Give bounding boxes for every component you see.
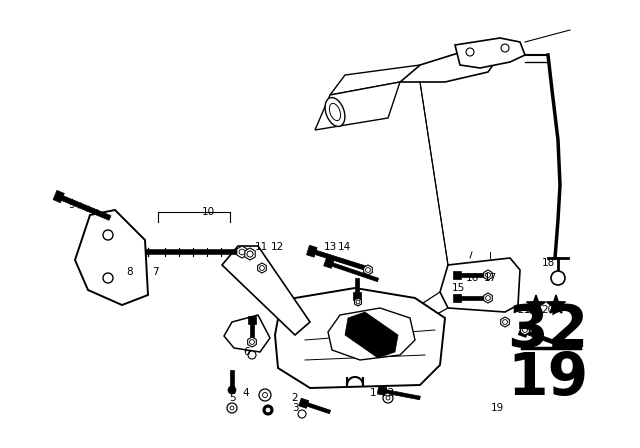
Polygon shape (53, 190, 64, 202)
Polygon shape (527, 331, 571, 350)
Polygon shape (222, 246, 310, 335)
Polygon shape (547, 295, 566, 313)
Polygon shape (385, 390, 420, 400)
Text: 16: 16 (465, 273, 479, 283)
Polygon shape (230, 370, 234, 386)
Circle shape (247, 251, 253, 257)
Text: 3: 3 (292, 403, 298, 413)
Polygon shape (275, 288, 445, 388)
Polygon shape (315, 250, 365, 270)
Text: 32: 32 (508, 302, 589, 358)
Polygon shape (461, 296, 485, 300)
Text: 4: 4 (243, 388, 250, 398)
Circle shape (365, 267, 371, 272)
Polygon shape (455, 38, 525, 68)
Polygon shape (484, 293, 492, 303)
Circle shape (551, 271, 565, 285)
Polygon shape (224, 315, 270, 352)
Text: 1: 1 (370, 388, 376, 398)
Text: 9: 9 (68, 200, 76, 210)
Ellipse shape (330, 103, 340, 121)
Polygon shape (245, 248, 255, 260)
Polygon shape (61, 196, 111, 220)
Circle shape (230, 406, 234, 410)
Text: 14: 14 (337, 242, 351, 252)
Text: 11: 11 (254, 242, 268, 252)
Polygon shape (440, 258, 520, 312)
Circle shape (247, 251, 253, 257)
Polygon shape (461, 273, 485, 277)
Polygon shape (377, 386, 387, 396)
Polygon shape (315, 82, 400, 130)
Text: 20: 20 (541, 305, 555, 315)
Text: 17: 17 (483, 273, 497, 283)
Circle shape (259, 389, 271, 401)
Circle shape (103, 273, 113, 283)
Text: 19: 19 (490, 403, 504, 413)
Polygon shape (299, 398, 309, 408)
Text: 19: 19 (508, 349, 589, 406)
Circle shape (262, 392, 268, 397)
Text: 12: 12 (270, 242, 284, 252)
Text: 15: 15 (451, 283, 465, 293)
Polygon shape (364, 265, 372, 275)
Polygon shape (484, 270, 492, 280)
Circle shape (263, 405, 273, 415)
Circle shape (103, 230, 113, 240)
Circle shape (486, 296, 490, 301)
Polygon shape (307, 245, 317, 257)
Polygon shape (75, 210, 148, 305)
Polygon shape (521, 325, 529, 335)
Text: 21: 21 (517, 305, 531, 315)
Circle shape (383, 393, 393, 403)
Circle shape (486, 272, 490, 277)
Polygon shape (324, 258, 334, 268)
Circle shape (501, 44, 509, 52)
Circle shape (466, 48, 474, 56)
Text: 6: 6 (244, 347, 250, 357)
Polygon shape (453, 271, 461, 279)
Circle shape (298, 410, 306, 418)
Polygon shape (345, 312, 398, 358)
Polygon shape (355, 278, 359, 292)
Circle shape (239, 249, 245, 255)
Polygon shape (527, 295, 545, 313)
Polygon shape (248, 337, 257, 347)
Circle shape (260, 266, 264, 271)
Polygon shape (453, 294, 461, 302)
Text: 2: 2 (292, 393, 298, 403)
Circle shape (386, 396, 390, 400)
Circle shape (228, 386, 236, 394)
Text: 8: 8 (127, 267, 133, 277)
Text: 18: 18 (541, 258, 555, 268)
Polygon shape (250, 324, 254, 342)
Polygon shape (400, 50, 500, 82)
Text: 10: 10 (202, 207, 214, 217)
Circle shape (502, 319, 508, 324)
Polygon shape (332, 263, 379, 282)
Polygon shape (355, 298, 362, 306)
Text: 7: 7 (152, 267, 158, 277)
Polygon shape (500, 317, 509, 327)
Circle shape (356, 300, 360, 304)
Circle shape (523, 327, 527, 332)
Text: 13: 13 (323, 242, 337, 252)
Polygon shape (307, 403, 331, 414)
Polygon shape (237, 246, 247, 258)
Circle shape (227, 403, 237, 413)
Circle shape (250, 340, 255, 345)
Polygon shape (258, 263, 266, 273)
Polygon shape (248, 316, 256, 324)
Polygon shape (353, 292, 361, 300)
Circle shape (248, 351, 256, 359)
Text: 5: 5 (230, 393, 236, 403)
Polygon shape (518, 325, 529, 337)
Polygon shape (328, 308, 415, 360)
Ellipse shape (325, 98, 345, 126)
Polygon shape (330, 65, 420, 95)
Circle shape (266, 408, 270, 412)
Text: 22: 22 (381, 388, 395, 398)
